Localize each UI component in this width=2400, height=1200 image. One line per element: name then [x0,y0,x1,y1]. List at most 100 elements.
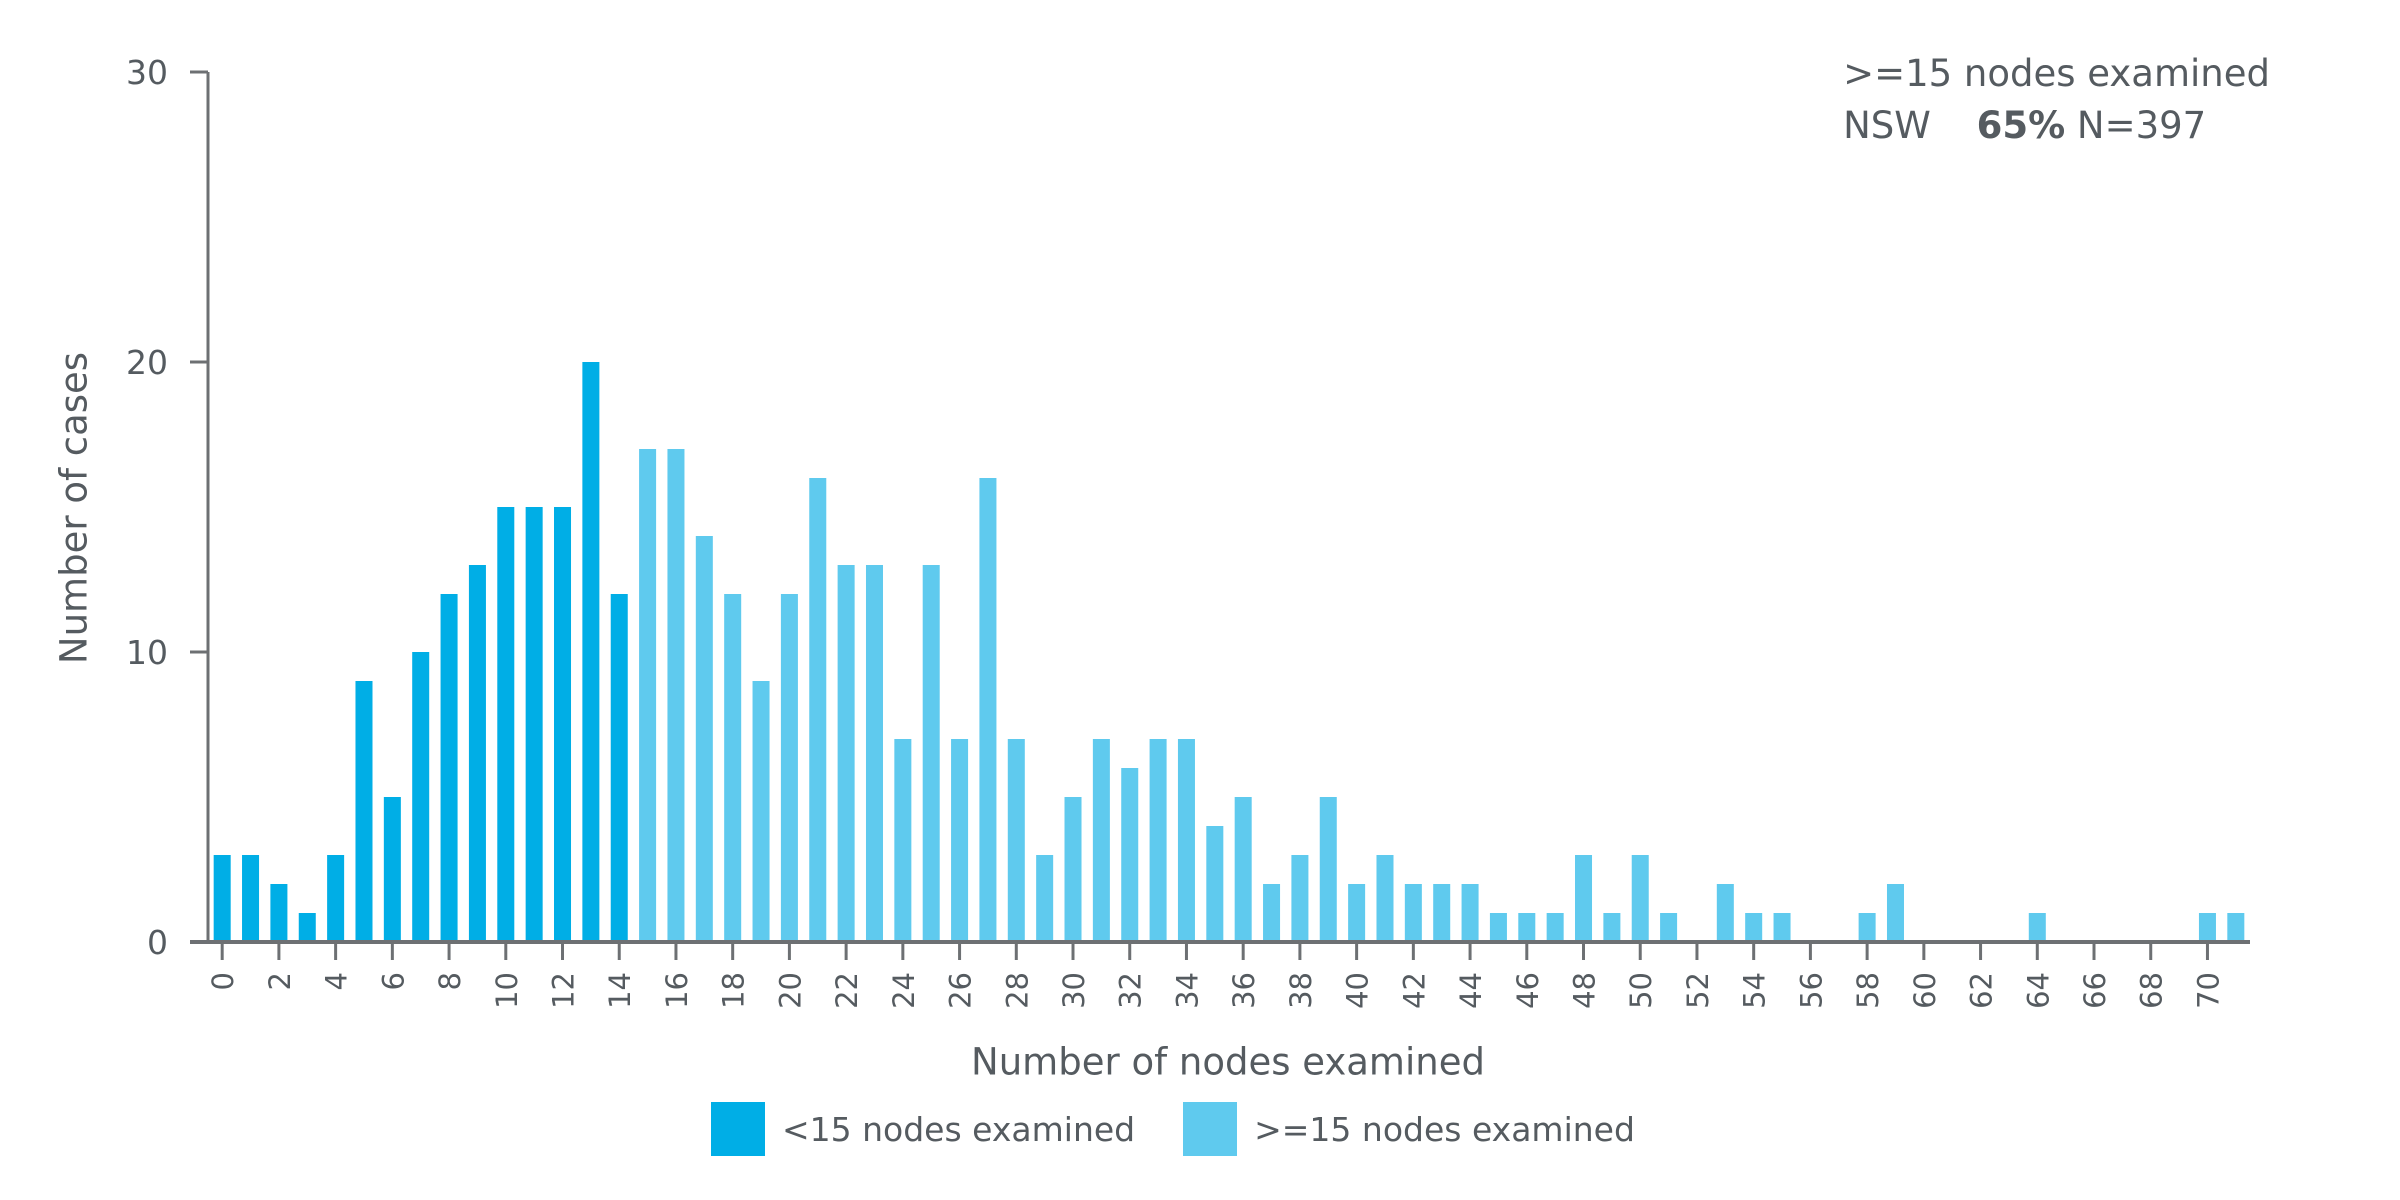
x-tick-label: 70 [2191,972,2225,1009]
bar-48 [1575,855,1593,942]
bar-51 [1660,913,1678,942]
y-tick-label: 30 [126,53,168,92]
x-tick-label: 8 [433,972,467,990]
bar-5 [355,681,373,942]
x-tick-label: 38 [1284,972,1318,1009]
x-tick-label: 44 [1454,972,1488,1009]
bar-6 [383,797,401,942]
x-axis-label: Number of nodes examined [971,1040,1485,1084]
bar-70 [2198,913,2216,942]
x-tick-label: 4 [320,972,354,990]
legend-swatch-15-plus [1183,1102,1238,1156]
bar-21 [809,478,827,942]
y-tick-label: 0 [147,923,168,962]
bar-24 [894,739,912,942]
bar-12 [554,507,572,942]
legend: <15 nodes examined >=15 nodes examined [711,1102,1683,1156]
bar-20 [780,594,798,942]
bar-15 [639,449,657,942]
x-tick-label: 50 [1624,972,1658,1009]
x-tick-label: 0 [206,972,240,990]
bar-42 [1404,884,1422,942]
bar-35 [1206,826,1224,942]
bar-4 [327,855,345,942]
x-tick-label: 6 [376,972,410,990]
legend-item-15-plus: >=15 nodes examined [1183,1102,1635,1156]
bar-38 [1291,855,1309,942]
bar-25 [922,565,940,942]
x-tick-label: 36 [1227,972,1261,1009]
bar-8 [440,594,458,942]
bar-14 [610,594,628,942]
bar-45 [1489,913,1507,942]
bar-47 [1546,913,1564,942]
bar-71 [2227,913,2245,942]
bar-11 [525,507,543,942]
bar-9 [468,565,486,942]
bar-10 [497,507,515,942]
x-tick-label: 10 [490,972,524,1009]
y-tick-label: 10 [126,633,168,672]
bar-13 [582,362,600,942]
x-tick-label: 62 [1965,972,1999,1009]
annotation-title: >=15 nodes examined [1843,52,2270,95]
x-tick-label: 46 [1511,972,1545,1009]
summary-annotation: >=15 nodes examined NSW 65% N=397 [1843,48,2270,152]
x-tick-label: 14 [603,972,637,1009]
bar-55 [1773,913,1791,942]
legend-swatch-below-15 [711,1102,765,1156]
bar-46 [1518,913,1536,942]
bar-23 [865,565,883,942]
bar-34 [1177,739,1195,942]
legend-item-below-15: <15 nodes examined [711,1102,1135,1156]
x-tick-label: 40 [1341,972,1375,1009]
bar-49 [1603,913,1621,942]
x-tick-label: 68 [2135,972,2169,1009]
bar-44 [1461,884,1479,942]
x-tick-label: 2 [263,972,297,990]
bar-37 [1263,884,1281,942]
bar-43 [1433,884,1451,942]
x-tick-label: 28 [1000,972,1034,1009]
bar-53 [1716,884,1734,942]
x-tick-label: 16 [660,972,694,1009]
bar-16 [667,449,685,942]
bar-59 [1886,884,1904,942]
x-tick-label: 60 [1908,972,1942,1009]
bar-58 [1858,913,1876,942]
x-tick-label: 30 [1057,972,1091,1009]
annotation-percent: 65% [1976,104,2066,147]
bar-0 [213,855,231,942]
bar-19 [752,681,770,942]
bar-31 [1092,739,1110,942]
annotation-stats: NSW 65% N=397 [1843,100,2270,152]
bar-32 [1121,768,1139,942]
bar-54 [1745,913,1763,942]
x-tick-label: 42 [1397,972,1431,1009]
bars [213,362,2245,942]
x-tick-label: 58 [1851,972,1885,1009]
legend-label: >=15 nodes examined [1254,1109,1635,1149]
bar-41 [1376,855,1394,942]
bar-30 [1064,797,1082,942]
bar-17 [695,536,713,942]
bar-40 [1348,884,1366,942]
x-tick-label: 20 [773,972,807,1009]
bar-50 [1631,855,1649,942]
bar-2 [270,884,288,942]
bar-39 [1319,797,1337,942]
x-tick-label: 32 [1114,972,1148,1009]
x-tick-label: 12 [547,972,581,1009]
bar-27 [979,478,997,942]
bar-3 [298,913,316,942]
x-tick-label: 48 [1568,972,1602,1009]
bar-1 [242,855,260,942]
x-tick-label: 34 [1170,972,1204,1009]
x-tick-label: 52 [1681,972,1715,1009]
x-tick-label: 22 [830,972,864,1009]
bar-7 [412,652,430,942]
bar-33 [1149,739,1167,942]
bar-26 [951,739,969,942]
